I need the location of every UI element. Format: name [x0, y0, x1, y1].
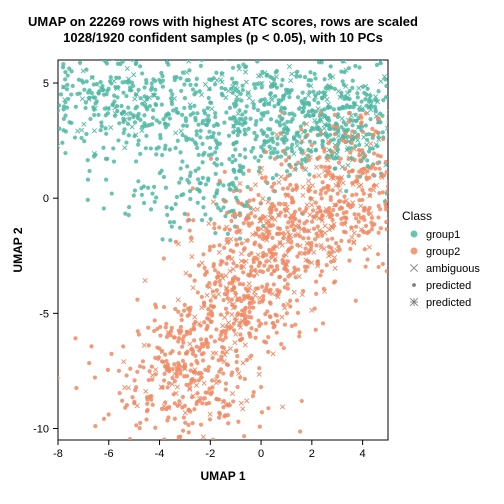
legend-title: Class	[402, 209, 432, 223]
x-tick: 2	[309, 448, 315, 460]
legend-item: group1	[411, 229, 461, 241]
y-tick: -5	[39, 308, 49, 320]
legend-label: group1	[426, 229, 460, 241]
legend-item: predicted	[410, 297, 471, 309]
legend-label: predicted	[426, 280, 471, 292]
y-tick: 0	[43, 193, 49, 205]
legend-label: group2	[426, 246, 460, 258]
legend-item: group2	[411, 246, 461, 258]
x-tick: -6	[104, 448, 114, 460]
title-line2: 1028/1920 confident samples (p < 0.05), …	[63, 30, 383, 45]
legend-item: predicted	[412, 280, 471, 292]
x-tick: -2	[205, 448, 215, 460]
x-tick: 0	[258, 448, 264, 460]
y-tick: -10	[33, 423, 49, 435]
umap-scatter: UMAP on 22269 rows with highest ATC scor…	[0, 0, 504, 504]
legend-label: predicted	[426, 297, 471, 309]
x-tick: 4	[360, 448, 366, 460]
legend-item: ambiguous	[410, 263, 480, 275]
y-label: UMAP 2	[11, 227, 25, 272]
y-tick: 5	[43, 78, 49, 90]
points	[0, 22, 498, 468]
x-tick: -8	[53, 448, 63, 460]
title-line1: UMAP on 22269 rows with highest ATC scor…	[28, 14, 418, 29]
x-tick: -4	[155, 448, 165, 460]
legend-label: ambiguous	[426, 263, 480, 275]
x-label: UMAP 1	[200, 469, 245, 483]
